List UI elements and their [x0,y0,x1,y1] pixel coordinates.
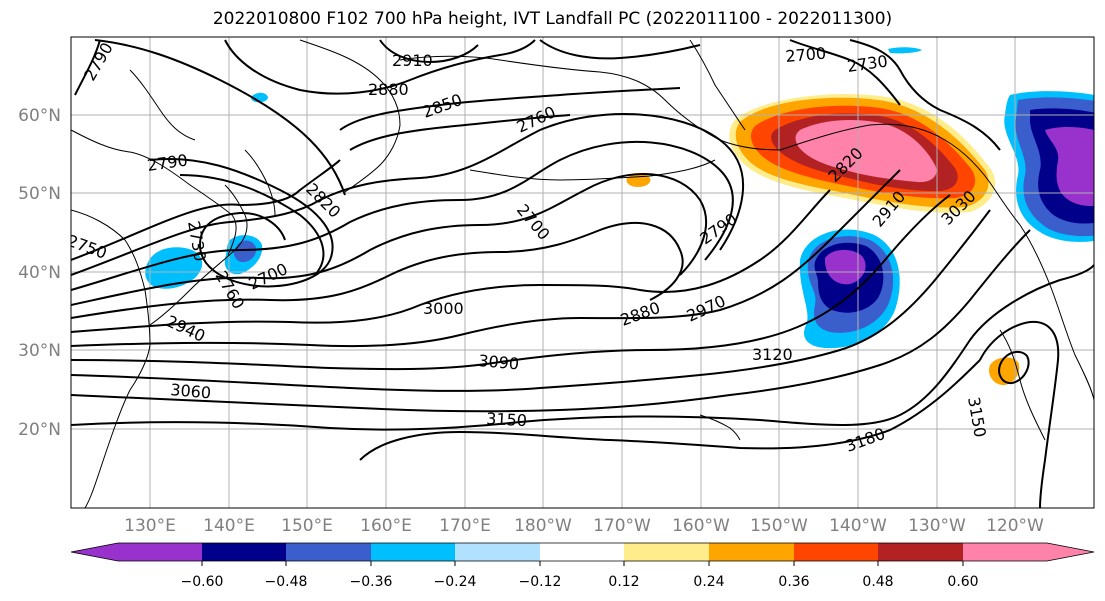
lon-label: 150°E [281,516,333,536]
colorbar-extend-high [1047,543,1094,561]
contour-label: 3090 [478,351,520,373]
colorbar-segment [540,543,624,561]
height-contours [71,39,1094,508]
map-frame [70,36,1095,509]
lon-label: 170°W [593,516,651,536]
contour-label: 2700 [785,44,827,66]
colorbar-segment [371,543,455,561]
lon-label: 160°W [672,516,730,536]
colorbar-segment [455,543,540,561]
colorbar-tick-label: 0.48 [862,574,893,590]
colorbar-tick-label: −0.36 [350,574,393,590]
colorbar-tick-label: 0.36 [778,574,809,590]
colorbar-outline [70,542,1095,562]
contour-label: 3000 [423,299,464,318]
lat-label: 30°N [18,341,61,361]
colorbar-tick-label: 0.12 [608,574,639,590]
colorbar-segment [963,543,1047,561]
lat-label: 40°N [18,263,61,283]
lon-label: 130°W [908,516,966,536]
colorbar-tick-label: 0.24 [693,574,724,590]
colorbar-segment [624,543,709,561]
colorbar-segment [286,543,371,561]
lon-label: 150°W [750,516,808,536]
colorbar-extend-low [71,543,118,561]
contour-label: 3150 [486,409,528,430]
map-plot-area: 2790 2910 2880 2850 2760 2700 2730 2790 … [71,37,1094,508]
ivt-negative-anomaly-central [799,229,900,349]
contour-label: 3120 [752,345,793,364]
lon-label: 140°E [203,516,255,536]
colorbar-segment [709,543,794,561]
colorbar-tick-label: −0.24 [434,574,477,590]
lon-label: 120°W [986,516,1044,536]
lat-label: 20°N [18,420,61,440]
colorbar-tick-label: 0.60 [947,574,978,590]
longitude-labels: 130°E 140°E 150°E 160°E 170°E 180°W 170°… [124,516,1044,536]
ivt-negative-anomaly-japan [145,47,922,289]
colorbar-segment [118,543,202,561]
lat-label: 50°N [18,184,61,204]
colorbar-tick-label: −0.12 [519,574,562,590]
contour-label: 3060 [170,380,212,402]
lat-label: 60°N [18,106,61,126]
map-title: 2022010800 F102 700 hPa height, IVT Land… [212,9,893,29]
lon-label: 130°E [124,516,176,536]
contour-label: 2880 [368,80,409,99]
lon-label: 140°W [829,516,887,536]
contour-label: 2910 [392,51,433,70]
colorbar-tick-label: −0.48 [265,574,308,590]
lon-label: 160°E [360,516,412,536]
colorbar-segment [794,543,878,561]
ivt-negative-anomaly-west-coast [1004,91,1094,242]
colorbar [70,542,1095,566]
colorbar-segment [202,543,286,561]
latitude-labels: 60°N 50°N 40°N 30°N 20°N [18,106,61,440]
colorbar-tick-label: −0.60 [181,574,224,590]
lon-label: 180°W [514,516,572,536]
colorbar-tick-labels: −0.60 −0.48 −0.36 −0.24 −0.12 0.12 0.24 … [181,574,979,590]
colorbar-segment [878,543,963,561]
lat-lon-grid [71,37,1094,508]
lon-label: 170°E [439,516,491,536]
